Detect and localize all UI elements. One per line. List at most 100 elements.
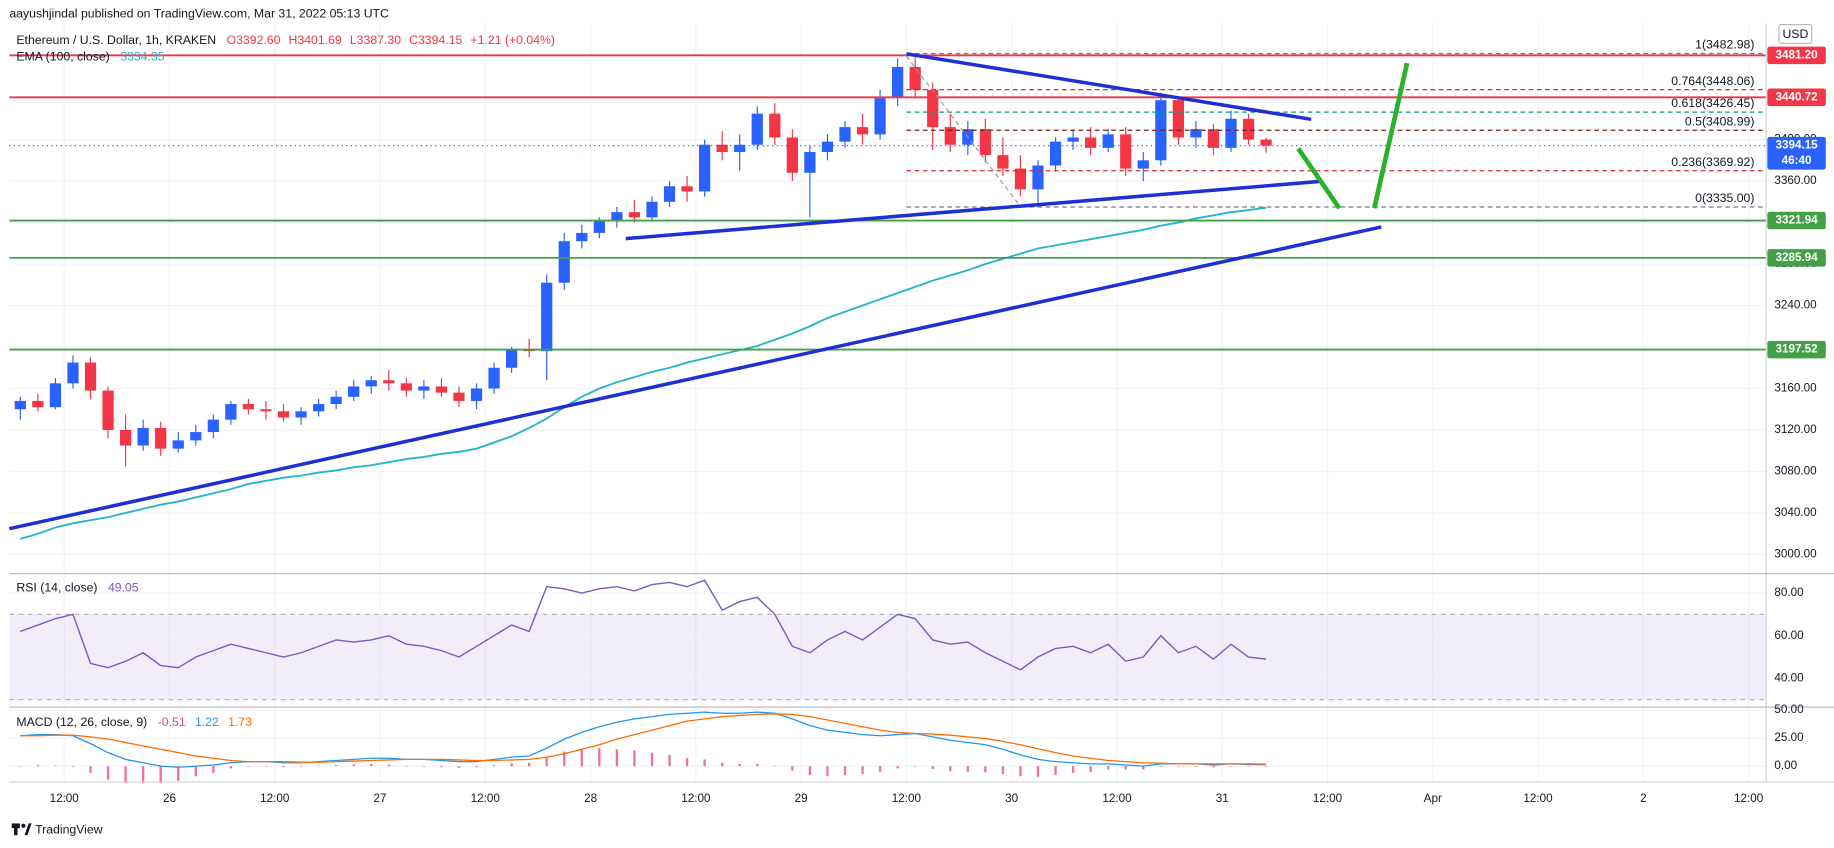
macd-histogram-bar — [861, 766, 864, 775]
rsi-last-value: 49.05 — [108, 581, 139, 595]
macd-histogram-bar — [1019, 766, 1022, 777]
macd-histogram-bar — [89, 766, 92, 773]
candle-body — [1032, 165, 1044, 190]
macd-histogram-bar — [826, 766, 829, 777]
macd-histogram-bar — [492, 765, 496, 767]
candle-body — [67, 362, 79, 384]
macd-histogram-bar — [422, 766, 426, 767]
ohlc-value: L3387.30 — [350, 33, 401, 47]
candle-body — [260, 409, 272, 412]
x-tick-label: 26 — [163, 792, 176, 805]
candle-body — [453, 392, 465, 401]
macd-histogram-bar — [352, 764, 355, 767]
x-tick-label: 12:00 — [892, 792, 922, 805]
macd-line — [20, 713, 1267, 765]
macd-histogram-bar — [1036, 766, 1040, 777]
fib-label: 0.618(3426.45) — [1671, 96, 1754, 110]
axis-layer: 12:00 26 12:00 27 12:00 28 12:00 29 12:00 30 12:00… — [9, 23, 1834, 805]
candle-body — [1049, 141, 1062, 166]
trend-line — [625, 179, 1322, 241]
drawings — [8, 52, 1410, 531]
macd-histogram-bar — [966, 766, 969, 772]
rsi-legend: RSI (14, close) 49.05 — [16, 581, 138, 595]
fib-label: 0.236(3369.92) — [1671, 155, 1754, 169]
logo-part — [24, 823, 32, 836]
candle-body — [611, 212, 623, 221]
candle-body — [14, 400, 26, 410]
x-tick-label: 12:00 — [1313, 792, 1343, 805]
candle-body — [207, 419, 219, 433]
candle-body — [137, 427, 149, 446]
price-box-label: 3440.72 — [1775, 90, 1818, 103]
candle-body — [716, 144, 728, 153]
candle-body — [155, 427, 167, 449]
macd-histogram-bar — [229, 766, 233, 769]
macd-histogram-bar — [1054, 766, 1057, 776]
currency-label: USD — [1782, 27, 1808, 41]
candle-body — [804, 152, 816, 173]
macd-histogram-bar — [633, 750, 636, 767]
macd-histogram-bar — [71, 766, 75, 767]
y-tick-label: 40.00 — [1774, 671, 1804, 684]
macd-histogram-bar — [527, 762, 531, 767]
candle-body — [400, 383, 412, 391]
macd-histogram-bar — [949, 766, 952, 772]
macd-histogram-bar — [738, 763, 741, 767]
ema-line — [20, 206, 1267, 540]
macd-legend: MACD (12, 26, close, 9) -0.51 1.22 1.73 — [16, 715, 252, 729]
main-legend: Ethereum / U.S. Dollar, 1h, KRAKEN O3392… — [16, 33, 555, 47]
ema-last-value: 3334.35 — [120, 50, 165, 64]
price-box-label: 3481.20 — [1775, 48, 1818, 61]
macd-histogram-bar — [264, 766, 268, 767]
price-box — [1767, 46, 1826, 65]
macd-histogram-bar — [212, 766, 215, 773]
candle-body — [190, 432, 202, 441]
y-tick-label: 3360.00 — [1774, 174, 1817, 187]
signal-last-value: 1.73 — [228, 715, 252, 729]
candle-body — [277, 411, 290, 418]
brand-name: TradingView — [35, 823, 103, 837]
candle-body — [769, 113, 781, 138]
price-box-label: 3285.94 — [1775, 251, 1818, 264]
macd-histogram-bar — [282, 766, 285, 768]
candle-body — [576, 232, 588, 242]
fib-label: 1(3482.98) — [1695, 38, 1754, 52]
candle-body — [1225, 118, 1237, 148]
macd-histogram-bar — [106, 766, 110, 780]
macd-histogram-bar — [720, 762, 724, 767]
x-tick-label: 30 — [1005, 792, 1019, 805]
candle-body — [593, 220, 605, 233]
macd-histogram-bar — [1071, 766, 1075, 773]
macd-histogram-bar — [563, 751, 566, 767]
price-box — [1767, 249, 1826, 267]
macd-histogram-bar — [1142, 766, 1145, 770]
candle-body — [839, 127, 851, 142]
logo-part — [11, 823, 20, 829]
candle-body — [856, 127, 869, 135]
countdown-label: 46:40 — [1782, 154, 1812, 167]
candle-body — [102, 390, 114, 430]
macd-histogram-bar — [984, 766, 987, 773]
macd-histogram-bar — [1264, 766, 1268, 767]
macd-histogram-bar — [808, 766, 812, 776]
macd-histogram-bar — [54, 765, 57, 767]
candle-body — [1207, 129, 1220, 148]
macd-histogram-bar — [334, 765, 338, 767]
macd-histogram-bar — [650, 752, 654, 767]
y-tick-label: 3040.00 — [1774, 506, 1817, 519]
candle-body — [470, 388, 483, 401]
macd-histogram-bar — [878, 766, 882, 772]
y-tick-label: 50.00 — [1774, 703, 1804, 716]
x-tick-label: 31 — [1216, 792, 1229, 805]
ohlc-value: C3394.15 — [409, 33, 462, 47]
candle-body — [699, 144, 711, 192]
ema-name: EMA (100, close) — [16, 50, 109, 64]
candle-body — [1242, 118, 1255, 140]
price-box-label: 3394.15 — [1775, 139, 1818, 152]
candle-body — [435, 386, 448, 393]
candle-body — [786, 137, 798, 173]
x-tick-label: 12:00 — [1734, 792, 1764, 805]
candle-body — [681, 186, 693, 192]
